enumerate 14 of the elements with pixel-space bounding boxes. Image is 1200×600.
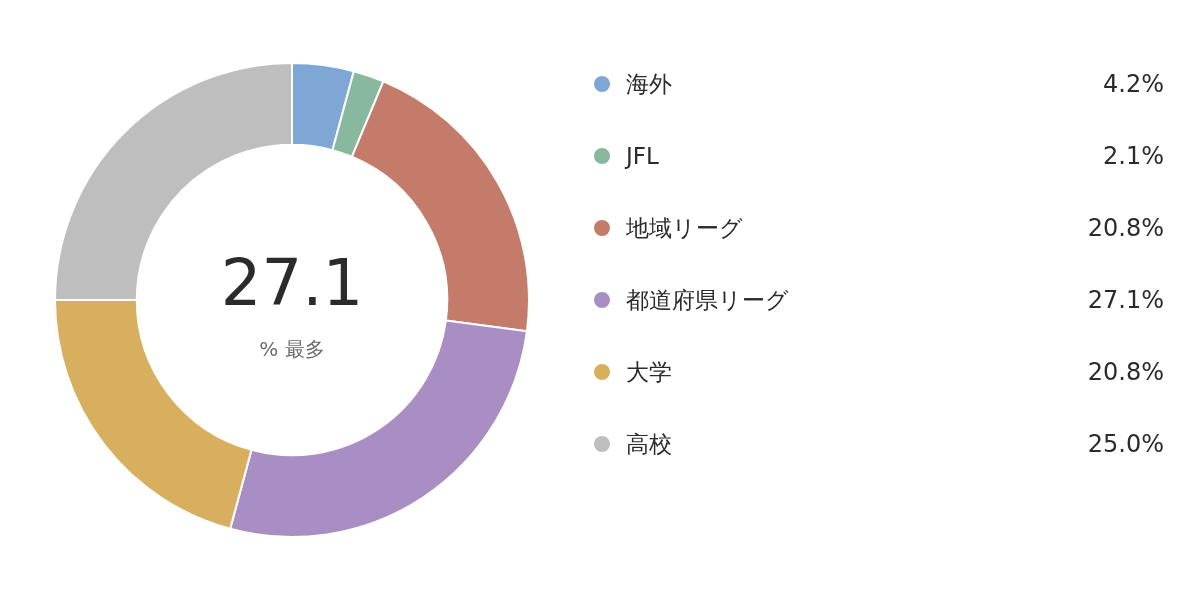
legend-label: 大学 (626, 359, 672, 385)
legend-label: 高校 (626, 431, 672, 457)
annotation: % 最多 (259, 337, 325, 361)
annotation: 27.1 (220, 246, 364, 320)
data-label: 20.8% (1087, 358, 1164, 386)
data-label: 4.2% (1103, 70, 1164, 98)
legend-label: 地域リーグ (625, 215, 743, 241)
data-label: 25.0% (1087, 430, 1164, 458)
legend-label: 都道府県リーグ (626, 287, 789, 313)
data-label: 27.1% (1087, 286, 1164, 314)
legend-label: JFL (624, 143, 660, 169)
data-label: 2.1% (1103, 142, 1164, 170)
legend-label: 海外 (626, 71, 672, 97)
data-label: 20.8% (1087, 214, 1164, 242)
